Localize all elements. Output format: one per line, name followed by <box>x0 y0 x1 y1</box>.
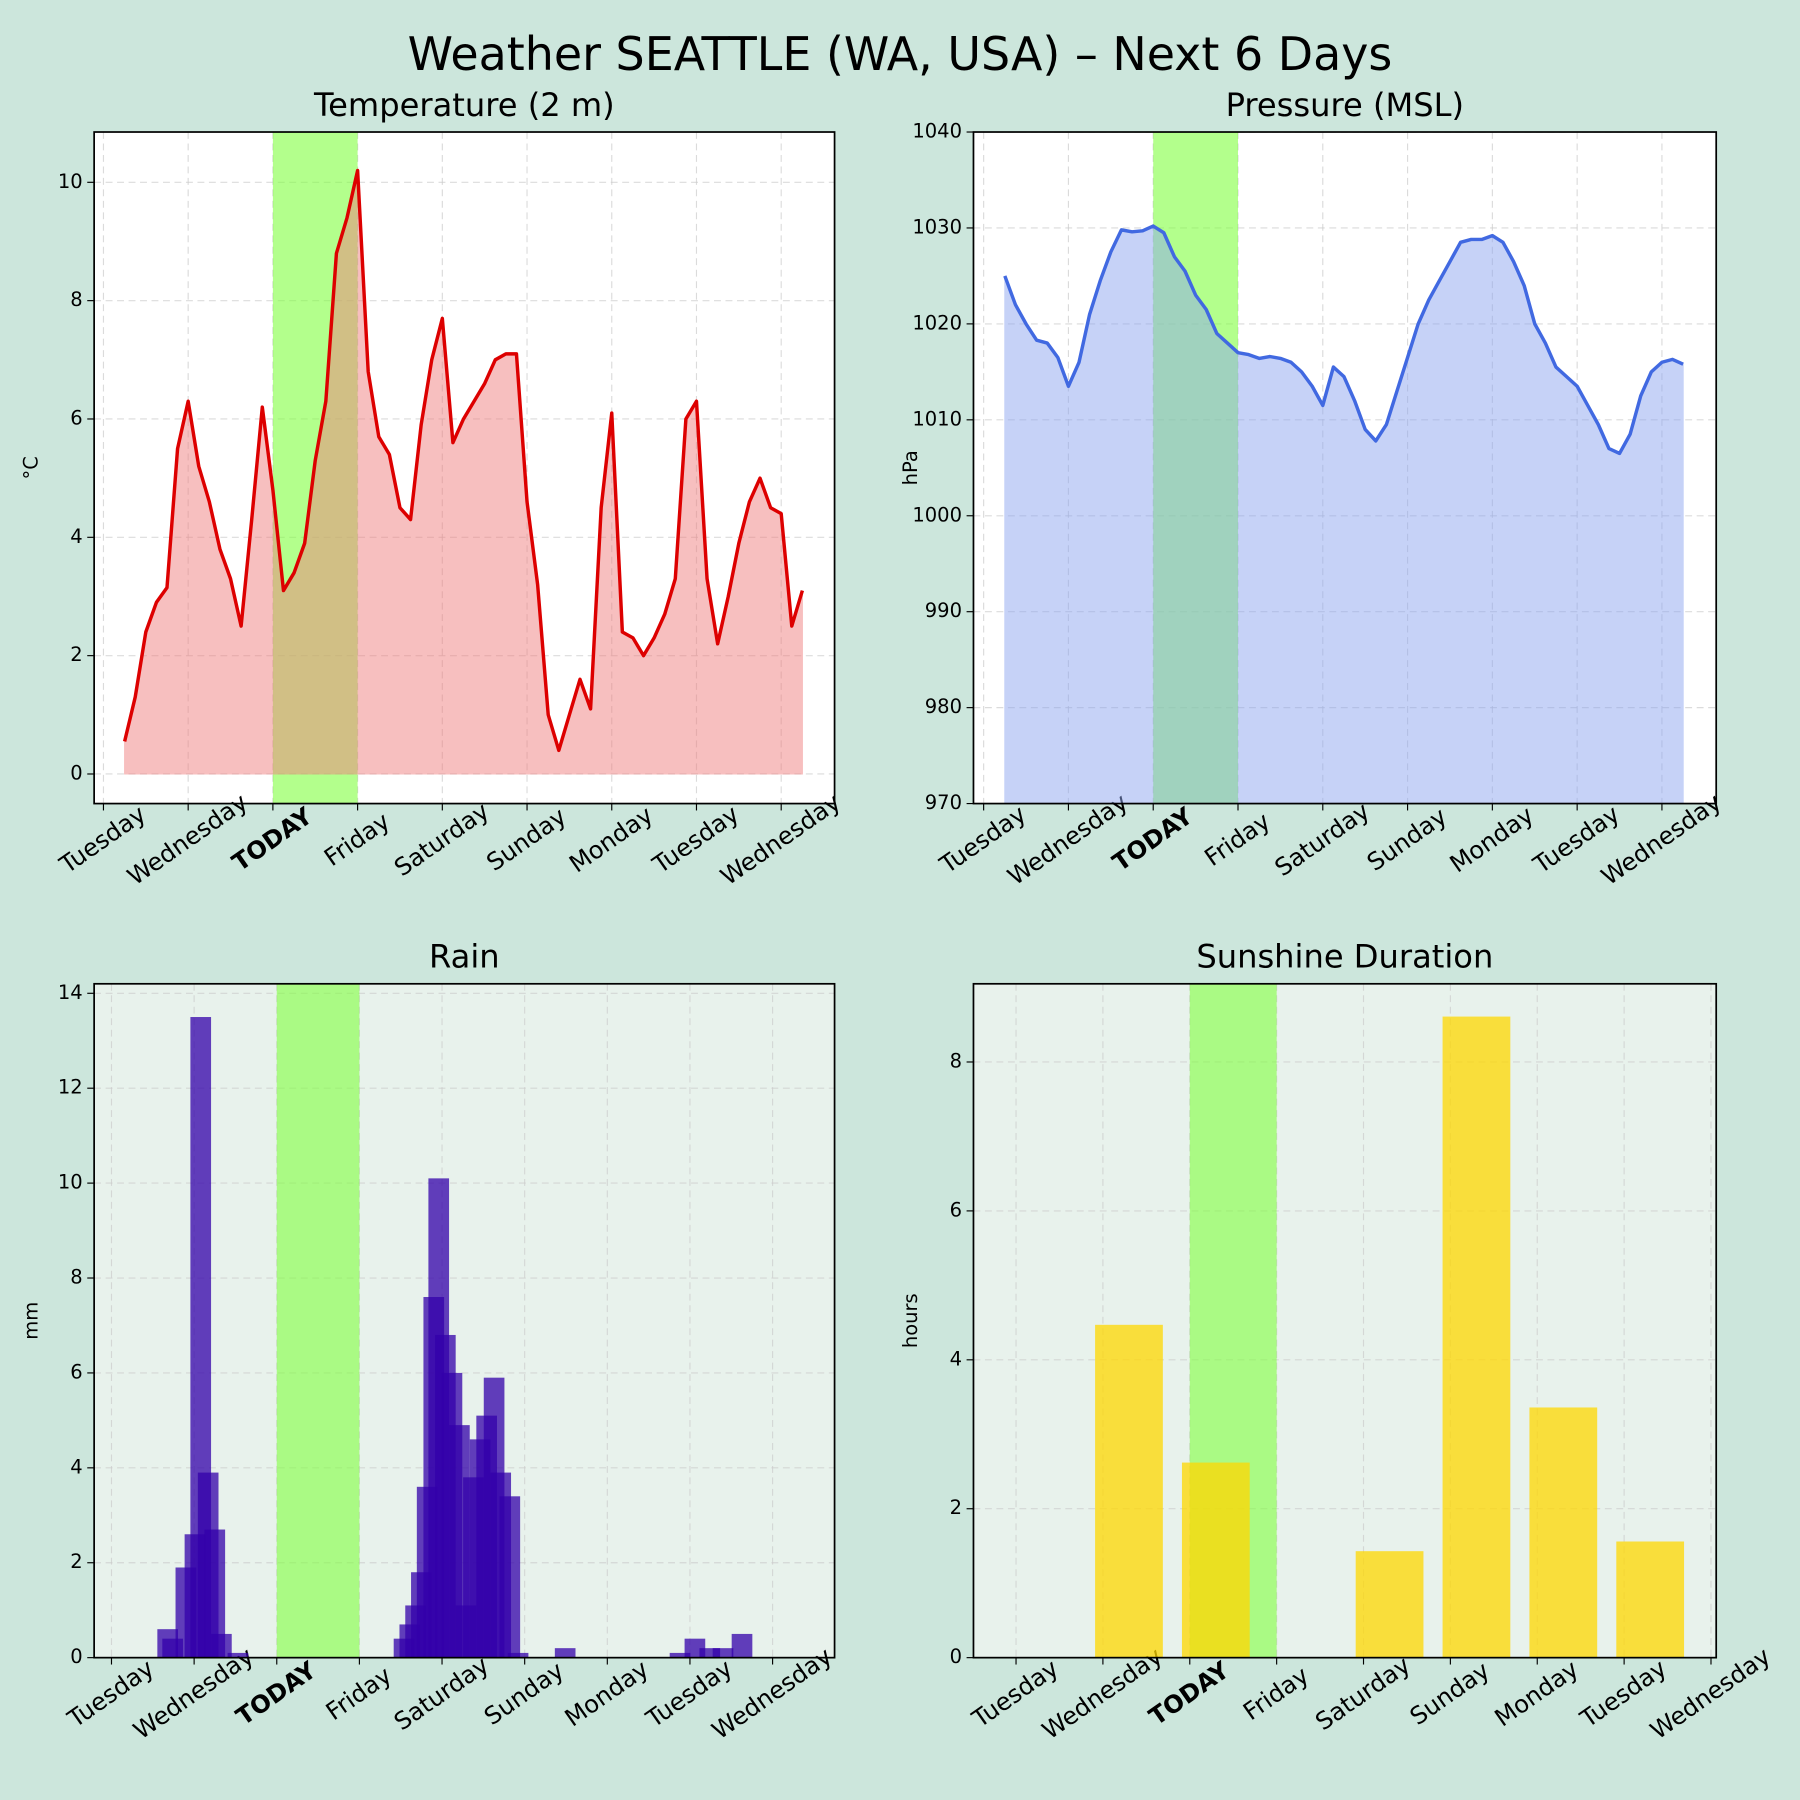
bar <box>1616 1541 1685 1658</box>
y-axis-label: hours <box>899 1293 922 1348</box>
y-tick-label: 1040 <box>912 120 962 143</box>
bar <box>699 1648 721 1658</box>
line <box>1003 224 1684 456</box>
y-tick-label: 0 <box>950 1645 962 1668</box>
bar <box>1095 1324 1163 1658</box>
bar <box>499 1496 521 1658</box>
subplot-title: Sunshine Duration <box>1196 938 1493 976</box>
highlight-band <box>276 983 360 1658</box>
y-tick-label: 2 <box>950 1496 962 1519</box>
bar <box>507 1652 529 1658</box>
bar <box>1355 1551 1424 1658</box>
bar <box>227 1652 249 1658</box>
y-tick-label: 8 <box>70 288 82 311</box>
y-tick-label: 4 <box>950 1347 962 1370</box>
y-tick-label: 6 <box>70 1360 82 1383</box>
y-tick-label: 10 <box>58 170 83 193</box>
bar <box>712 1648 734 1658</box>
y-tick-label: 6 <box>950 1198 962 1221</box>
axes-frame <box>972 982 1718 1659</box>
y-axis-label: hPa <box>899 450 922 485</box>
bar <box>211 1633 232 1658</box>
y-tick-label: 1030 <box>912 215 962 238</box>
axes-frame <box>93 982 836 1659</box>
y-tick-label: 2 <box>70 1550 82 1573</box>
y-tick-label: 4 <box>70 525 82 548</box>
figure-title: Weather SEATTLE (WA, USA) – Next 6 Days <box>408 27 1393 81</box>
y-tick-label: 1000 <box>912 503 962 526</box>
y-axis-label: mm <box>20 1302 43 1340</box>
y-tick-label: 0 <box>70 1645 82 1668</box>
y-tick-label: 1010 <box>912 407 962 430</box>
bar <box>1529 1407 1598 1658</box>
subplot-title: Temperature (2 m) <box>313 86 615 124</box>
bar <box>1181 1462 1250 1658</box>
y-tick-label: 990 <box>925 599 962 622</box>
bar <box>731 1633 753 1658</box>
y-tick-label: 1020 <box>912 311 962 334</box>
y-tick-label: 14 <box>58 981 83 1004</box>
bar <box>669 1652 691 1658</box>
bar <box>204 1529 226 1658</box>
axes-frame <box>972 131 1718 805</box>
y-axis-label: °C <box>20 456 43 479</box>
line <box>122 168 805 753</box>
y-tick-label: 4 <box>70 1455 82 1478</box>
y-tick-label: 8 <box>70 1266 82 1289</box>
axes-frame <box>93 131 836 805</box>
axes-background <box>973 983 1717 1658</box>
y-tick-label: 10 <box>58 1171 83 1194</box>
subplot-title: Pressure (MSL) <box>1226 86 1464 124</box>
subplot-title: Rain <box>429 938 500 976</box>
y-tick-label: 980 <box>925 695 962 718</box>
y-tick-label: 12 <box>58 1076 83 1099</box>
y-tick-label: 0 <box>70 761 82 784</box>
y-tick-label: 8 <box>950 1049 962 1072</box>
bar <box>554 1648 576 1658</box>
y-tick-label: 2 <box>70 643 82 666</box>
y-tick-label: 6 <box>70 406 82 429</box>
y-tick-label: 970 <box>925 791 962 814</box>
bar <box>1442 1016 1511 1658</box>
